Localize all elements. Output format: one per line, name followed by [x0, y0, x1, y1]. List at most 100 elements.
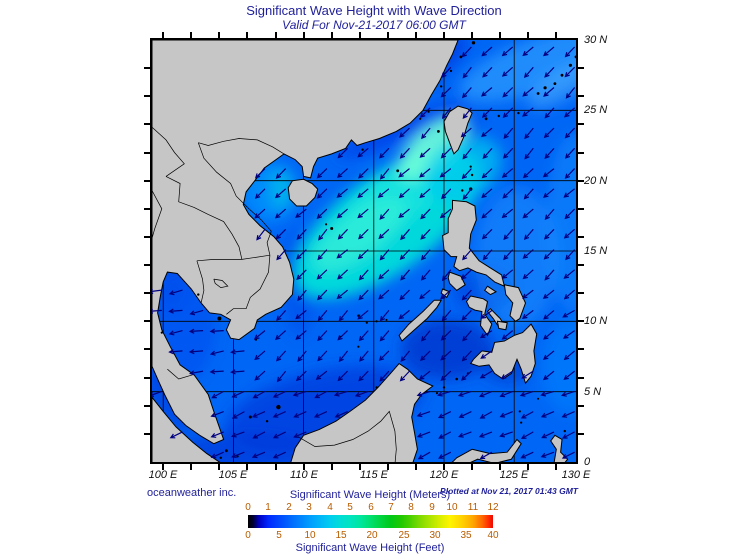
- map-tick-bottom: [359, 464, 361, 470]
- map-tick-left: [144, 320, 150, 322]
- map-tick-bottom: [331, 464, 333, 470]
- lat-label-0: 0: [584, 456, 591, 468]
- feet-tick-30: 30: [429, 530, 441, 541]
- meters-tick-10: 10: [446, 502, 458, 513]
- meters-tick-4: 4: [327, 502, 333, 513]
- lon-label-120: 120 E: [429, 469, 459, 481]
- meters-tick-11: 11: [467, 502, 479, 513]
- land-taiwan: [443, 105, 473, 155]
- map-tick-left: [144, 236, 150, 238]
- lon-label-100: 100 E: [148, 469, 178, 481]
- map-tick-top: [443, 32, 445, 38]
- chart-valid-time: Valid For Nov-21-2017 06:00 GMT: [282, 18, 466, 32]
- meters-tick-6: 6: [368, 502, 374, 513]
- land-halmahera: [550, 434, 569, 462]
- map-tick-bottom: [555, 464, 557, 470]
- wave-direction-arrows: [152, 46, 576, 460]
- map-tick-bottom: [275, 464, 277, 470]
- map-tick-left: [144, 95, 150, 97]
- meters-tick-7: 7: [388, 502, 394, 513]
- meters-tick-8: 8: [408, 502, 414, 513]
- landmasses: [152, 40, 569, 462]
- map-tick-right: [578, 236, 584, 238]
- land-masbate: [484, 285, 497, 296]
- land-mindoro: [447, 271, 466, 292]
- lat-label-20: 20 N: [584, 175, 608, 187]
- land-luzon: [442, 199, 506, 288]
- map-tick-top: [303, 32, 305, 38]
- map-tick-top: [387, 32, 389, 38]
- meters-tick-12: 12: [487, 502, 499, 513]
- map-tick-right: [578, 405, 584, 407]
- map-tick-bottom: [162, 464, 164, 470]
- map-tick-left: [144, 405, 150, 407]
- map-tick-left: [144, 348, 150, 350]
- map-tick-bottom: [387, 464, 389, 470]
- chart-title: Significant Wave Height with Wave Direct…: [246, 3, 502, 18]
- lat-label-30: 30 N: [584, 34, 608, 46]
- map-tick-top: [359, 32, 361, 38]
- land-palawan: [398, 299, 443, 342]
- meters-tick-9: 9: [429, 502, 435, 513]
- legend-label-meters: Significant Wave Height (Meters): [289, 489, 451, 501]
- feet-tick-0: 0: [245, 530, 251, 541]
- lat-label-10: 10 N: [584, 315, 608, 327]
- credit-text: oceanweather inc.: [147, 487, 237, 499]
- colorbar-gradient: [248, 515, 493, 528]
- land-mindanao: [469, 323, 538, 385]
- map-tick-bottom: [303, 464, 305, 470]
- meters-tick-1: 1: [265, 502, 271, 513]
- feet-tick-10: 10: [304, 530, 316, 541]
- map-tick-left: [144, 67, 150, 69]
- map-tick-top: [499, 32, 501, 38]
- feet-tick-35: 35: [460, 530, 472, 541]
- country-borders: [152, 126, 397, 462]
- map-tick-top: [471, 32, 473, 38]
- map-tick-bottom: [246, 464, 248, 470]
- map-tick-bottom: [190, 464, 192, 470]
- feet-tick-25: 25: [398, 530, 410, 541]
- feet-tick-40: 40: [487, 530, 499, 541]
- map-tick-left: [144, 180, 150, 182]
- lon-label-105: 105 E: [218, 469, 248, 481]
- lon-label-125: 125 E: [499, 469, 529, 481]
- meters-tick-5: 5: [347, 502, 353, 513]
- map-tick-bottom: [527, 464, 529, 470]
- map-tick-left: [144, 152, 150, 154]
- feet-tick-20: 20: [366, 530, 378, 541]
- lon-label-110: 110 E: [290, 469, 318, 481]
- land-panay-negros: [465, 295, 493, 337]
- map-tick-left: [144, 208, 150, 210]
- land-bohol: [496, 320, 508, 331]
- legend-label-feet: Significant Wave Height (Feet): [295, 542, 445, 554]
- map-tick-left: [144, 433, 150, 435]
- land-calamian: [440, 288, 451, 299]
- map-tick-right: [578, 377, 584, 379]
- land-borneo: [290, 362, 434, 462]
- title-block: Significant Wave Height with Wave Direct…: [0, 3, 748, 33]
- map-tick-top: [415, 32, 417, 38]
- lat-label-25: 25 N: [584, 104, 608, 116]
- lon-label-130: 130 E: [561, 469, 591, 481]
- meters-tick-0: 0: [245, 502, 251, 513]
- map-tick-right: [578, 67, 584, 69]
- small-islands: [160, 41, 576, 459]
- map-tick-right: [578, 292, 584, 294]
- map-tick-top: [331, 32, 333, 38]
- map-tick-top: [555, 32, 557, 38]
- map-tick-right: [578, 95, 584, 97]
- meters-tick-3: 3: [306, 502, 312, 513]
- map-tick-right: [578, 320, 584, 322]
- map-tick-bottom: [471, 464, 473, 470]
- land-sumatra: [152, 396, 221, 462]
- map-tick-right: [578, 348, 584, 350]
- map-tick-top: [527, 32, 529, 38]
- feet-tick-15: 15: [335, 530, 347, 541]
- map-tick-bottom: [218, 464, 220, 470]
- map-tick-right: [578, 264, 584, 266]
- map-tick-bottom: [415, 464, 417, 470]
- land-samar-leyte: [503, 284, 527, 322]
- map-tick-left: [144, 377, 150, 379]
- map-tick-left: [144, 292, 150, 294]
